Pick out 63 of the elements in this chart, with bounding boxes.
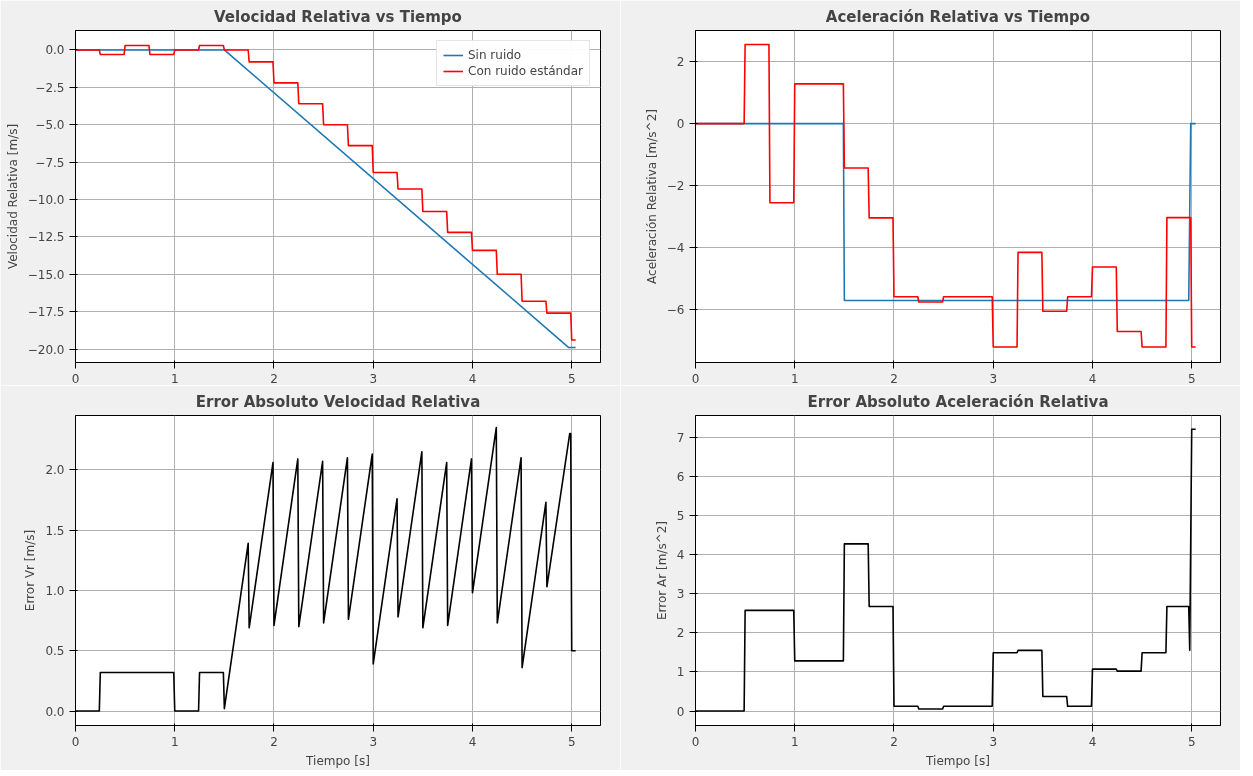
x-tick-label: 0 <box>691 734 700 749</box>
x-tick-label: 3 <box>989 371 998 386</box>
x-tick-label: 4 <box>1088 734 1097 749</box>
y-tick-label: 2 <box>676 55 685 70</box>
x-tick-label: 5 <box>1187 371 1196 386</box>
y-tick-label: 0 <box>676 704 685 719</box>
y-tick-label: 0.0 <box>45 43 65 58</box>
chart-title: Velocidad Relativa vs Tiempo <box>214 7 462 26</box>
x-tick-label: 5 <box>567 734 576 749</box>
y-tick-label: 1 <box>676 665 685 680</box>
x-axis-title: Tiempo [s] <box>305 753 370 768</box>
y-tick-label: −6 <box>666 303 685 318</box>
x-tick-label: 2 <box>270 371 278 386</box>
x-tick-label: 0 <box>71 734 80 749</box>
y-tick-label: −7.5 <box>35 155 65 170</box>
y-tick-label: 5 <box>676 508 685 523</box>
y-tick-label: −15.0 <box>27 267 65 282</box>
y-tick-label: 0.0 <box>45 704 65 719</box>
y-tick-label: −2.5 <box>35 80 65 95</box>
y-axis-title: Velocidad Relativa [m/s] <box>5 123 20 270</box>
legend-label: Con ruido estándar <box>468 63 583 79</box>
x-tick-label: 0 <box>71 371 80 386</box>
y-tick-label: −12.5 <box>27 230 65 245</box>
x-axis-title: Tiempo [s] <box>925 753 990 768</box>
y-tick-label: 2 <box>676 626 685 641</box>
y-tick-label: −17.5 <box>27 305 65 320</box>
x-tick-label: 1 <box>170 734 179 749</box>
legend-label: Sin ruido <box>468 47 522 63</box>
x-tick-label: 2 <box>270 734 278 749</box>
x-tick-label: 5 <box>567 371 576 386</box>
y-tick-label: 1.0 <box>45 583 65 598</box>
x-tick-label: 4 <box>1088 371 1097 386</box>
x-tick-label: 2 <box>890 734 898 749</box>
y-tick-label: 3 <box>676 587 685 602</box>
y-tick-label: −5.0 <box>35 118 65 133</box>
chart-title: Error Absoluto Velocidad Relativa <box>195 392 481 411</box>
y-tick-label: 1.5 <box>45 523 65 538</box>
chart-title: Error Absoluto Aceleración Relativa <box>807 392 1109 411</box>
y-tick-label: −10.0 <box>27 192 65 207</box>
y-tick-label: 0 <box>676 117 685 132</box>
x-tick-label: 4 <box>468 371 477 386</box>
chart-title: Aceleración Relativa vs Tiempo <box>825 7 1091 26</box>
x-tick-label: 2 <box>890 371 898 386</box>
x-tick-label: 0 <box>691 371 700 386</box>
y-tick-label: 7 <box>676 430 685 445</box>
y-axis-title: Aceleración Relativa [m/s^2] <box>644 109 659 284</box>
y-axis-title: Error Ar [m/s^2] <box>654 520 669 621</box>
x-tick-label: 3 <box>989 734 998 749</box>
y-tick-label: 0.5 <box>45 644 65 659</box>
y-tick-label: 4 <box>676 547 685 562</box>
y-tick-label: 2.0 <box>45 463 65 478</box>
x-tick-label: 1 <box>170 371 179 386</box>
y-tick-label: −4 <box>666 241 685 256</box>
x-tick-label: 5 <box>1187 734 1196 749</box>
y-axis-title: Error Vr [m/s] <box>23 529 38 612</box>
y-tick-label: 6 <box>676 469 685 484</box>
x-tick-label: 3 <box>369 371 378 386</box>
x-tick-label: 4 <box>468 734 477 749</box>
x-tick-label: 1 <box>790 371 799 386</box>
x-tick-label: 3 <box>369 734 378 749</box>
y-tick-label: −20.0 <box>27 342 65 357</box>
x-tick-label: 1 <box>790 734 799 749</box>
y-tick-label: −2 <box>666 179 685 194</box>
